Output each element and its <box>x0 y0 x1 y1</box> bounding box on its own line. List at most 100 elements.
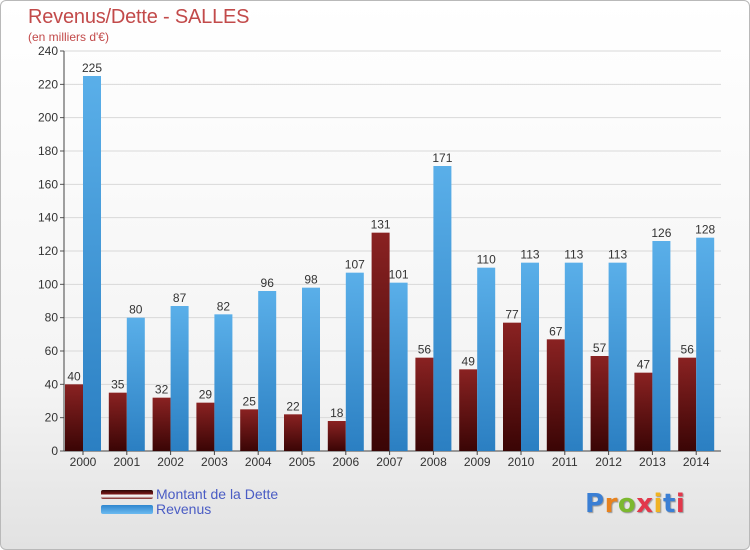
legend-swatch-revenus <box>101 505 153 514</box>
data-label-revenus: 110 <box>477 253 496 267</box>
legend-swatch-dette <box>101 490 153 499</box>
x-tick-label: 2002 <box>157 455 184 469</box>
logo-letter: i <box>653 489 663 519</box>
data-label-dette: 57 <box>593 341 607 355</box>
data-label-dette: 35 <box>111 378 125 392</box>
legend-label-dette: Montant de la Dette <box>156 486 279 502</box>
bar-dette <box>634 372 653 451</box>
bar-revenus <box>477 267 496 451</box>
x-tick-label: 2006 <box>332 455 359 469</box>
y-tick-label: 120 <box>38 244 58 258</box>
data-label-dette: 32 <box>155 383 169 397</box>
bar-dette <box>240 409 259 451</box>
x-tick-label: 2011 <box>552 455 578 469</box>
data-label-revenus: 98 <box>304 273 318 287</box>
y-tick-label: 200 <box>38 111 58 125</box>
bar-revenus <box>652 241 671 451</box>
x-tick-label: 2004 <box>245 455 272 469</box>
x-tick-label: 2007 <box>376 455 403 469</box>
y-tick-label: 240 <box>38 44 58 58</box>
bar-revenus <box>302 287 320 451</box>
y-tick-label: 0 <box>51 444 58 458</box>
bar-revenus <box>521 262 539 451</box>
x-tick-label: 2008 <box>420 455 447 469</box>
chart-title: Revenus/Dette - SALLES <box>28 6 250 28</box>
data-label-dette: 49 <box>462 354 476 368</box>
y-tick-label: 60 <box>45 344 59 358</box>
data-label-dette: 29 <box>199 388 213 402</box>
bar-dette <box>590 356 609 451</box>
data-label-dette: 40 <box>67 369 81 383</box>
legend-label-revenus: Revenus <box>156 501 212 517</box>
y-tick-label: 20 <box>45 411 59 425</box>
x-tick-label: 2013 <box>639 455 666 469</box>
data-label-revenus: 113 <box>564 248 583 262</box>
y-tick-label: 100 <box>38 277 58 291</box>
bar-dette <box>108 392 127 451</box>
chart-subtitle: (en milliers d'€) <box>28 30 109 44</box>
y-tick-label: 140 <box>38 211 58 225</box>
data-label-dette: 47 <box>637 358 651 372</box>
data-label-revenus: 126 <box>651 226 671 240</box>
data-label-revenus: 171 <box>432 151 452 165</box>
bar-dette <box>371 232 390 451</box>
x-tick-label: 2012 <box>595 455 622 469</box>
bar-dette <box>284 414 302 451</box>
data-label-dette: 22 <box>286 399 300 413</box>
logo-letter: t <box>662 489 676 519</box>
bar-dette <box>196 402 215 451</box>
y-tick-label: 40 <box>45 377 59 391</box>
bar-dette <box>152 397 171 451</box>
bar-revenus <box>564 262 583 451</box>
data-label-dette: 25 <box>243 394 257 408</box>
x-tick-label: 2000 <box>70 455 97 469</box>
logo-letter: P <box>585 489 605 519</box>
bar-revenus <box>696 237 715 451</box>
x-tick-label: 2014 <box>683 455 710 469</box>
data-label-dette: 56 <box>418 343 432 357</box>
data-label-dette: 77 <box>505 308 519 322</box>
x-tick-label: 2005 <box>289 455 316 469</box>
bar-dette <box>415 357 434 451</box>
data-label-revenus: 128 <box>695 223 715 237</box>
data-label-revenus: 82 <box>217 299 231 313</box>
data-label-dette: 67 <box>549 324 563 338</box>
y-tick-label: 220 <box>38 77 58 91</box>
bar-revenus <box>126 317 145 451</box>
y-tick-label: 80 <box>45 311 59 325</box>
data-label-revenus: 113 <box>520 248 539 262</box>
bar-revenus <box>258 291 277 451</box>
bar-revenus <box>83 76 101 451</box>
data-label-dette: 18 <box>330 406 344 420</box>
data-label-revenus: 80 <box>129 303 143 317</box>
data-label-revenus: 101 <box>389 268 409 282</box>
bar-dette <box>327 421 346 451</box>
bar-revenus <box>214 314 233 451</box>
x-tick-label: 2001 <box>113 455 140 469</box>
data-label-revenus: 87 <box>173 291 187 305</box>
y-tick-label: 180 <box>38 144 58 158</box>
x-tick-label: 2003 <box>201 455 228 469</box>
logo-letter: o <box>617 489 637 519</box>
bar-revenus <box>345 272 364 451</box>
logo-letter: i <box>675 489 686 519</box>
x-tick-label: 2010 <box>508 455 535 469</box>
data-label-revenus: 96 <box>261 276 275 290</box>
x-tick-label: 2009 <box>464 455 491 469</box>
bar-dette <box>678 357 697 451</box>
bar-dette <box>503 322 521 451</box>
data-label-revenus: 225 <box>82 61 102 75</box>
bar-dette <box>459 369 478 451</box>
bar-revenus <box>389 282 408 451</box>
proxiti-logo: Proxiti <box>585 489 685 519</box>
y-tick-label: 160 <box>38 177 58 191</box>
bar-revenus <box>170 306 189 451</box>
bar-dette <box>546 339 565 451</box>
bar-revenus <box>608 262 627 451</box>
data-label-revenus: 113 <box>608 248 627 262</box>
logo-letter: x <box>636 489 654 519</box>
logo-letter: r <box>604 489 618 519</box>
data-label-dette: 56 <box>681 343 695 357</box>
